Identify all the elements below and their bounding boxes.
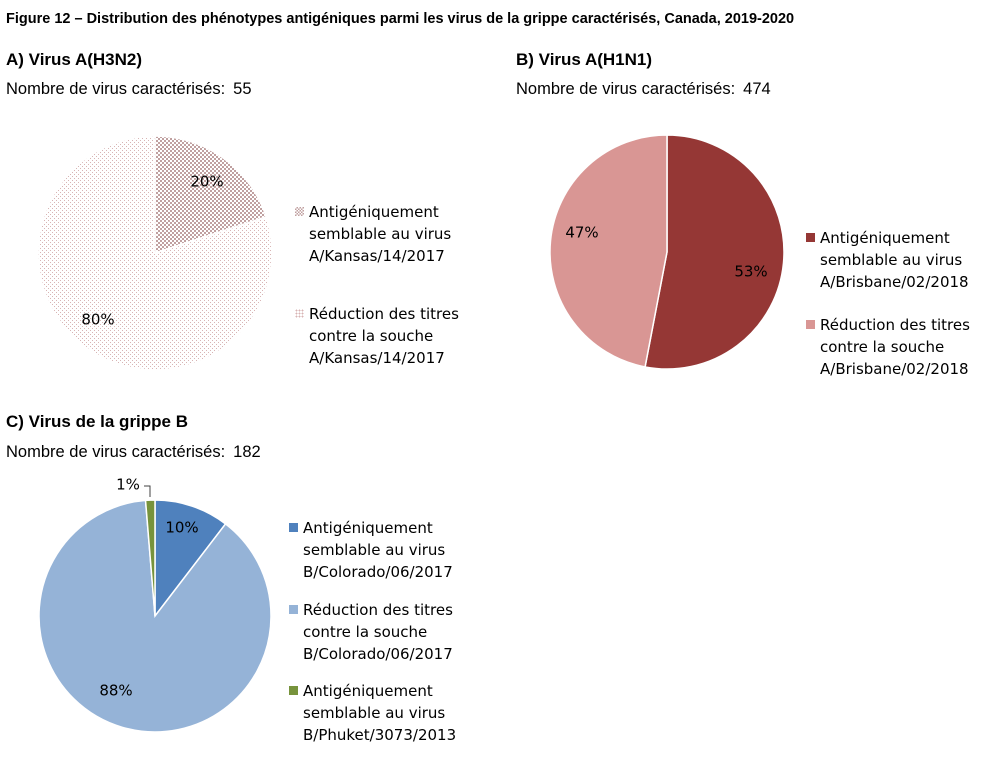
pie-c-label-2: 88% [99,682,132,700]
legend-b-1-line-1: Antigéniquement [820,229,950,247]
figure-title: Figure 12 – Distribution des phénotypes … [6,11,795,27]
legend-b-swatch-2 [806,320,815,329]
legend-b-2-line-2: contre la souche [820,338,945,356]
pie-a-slice-2 [37,135,273,371]
chart-b-count-value: 474 [743,80,771,98]
chart-a-title: A) Virus A(H3N2) [6,50,143,69]
pie-a-label-2: 80% [81,311,114,329]
pie-c-label-1: 10% [165,519,198,537]
legend-a-2-line-3: A/Kansas/14/2017 [309,349,445,367]
legend-a-swatch-1 [295,207,304,216]
pie-c-leader-line [144,485,151,497]
legend-c-1-line-1: Antigéniquement [303,519,433,537]
legend-c-swatch-2 [289,605,298,614]
legend-b-item-2: Réduction des titres contre la souche A/… [806,314,1006,384]
legend-c-3-line-3: B/Phuket/3073/2013 [303,726,457,744]
legend-c-1-line-2: semblable au virus [303,541,446,559]
legend-b-1-line-3: A/Brisbane/02/2018 [820,273,969,291]
pie-b-label-1: 53% [734,263,767,281]
chart-b-count: Nombre de virus caractérisés: 474 [516,80,771,99]
pie-c-slice-3 [144,499,156,617]
legend-c-2-line-3: B/Colorado/06/2017 [303,645,453,663]
chart-a-count: Nombre de virus caractérisés: 55 [6,80,252,99]
legend-c-item-1: Antigéniquement semblable au virus B/Col… [289,517,489,587]
legend-c-swatch-3 [289,686,298,695]
legend-a-1-line-2: semblable au virus [309,225,452,243]
legend-c-item-2: Réduction des titres contre la souche B/… [289,599,489,669]
pie-b-slice-1 [644,134,785,370]
legend-a-1-line-1: Antigéniquement [309,203,439,221]
pie-a-slice-1 [154,135,268,255]
pie-c-slice-2 [38,499,272,733]
pie-b-slice-2 [549,134,668,368]
legend-b-2-line-3: A/Brisbane/02/2018 [820,360,969,378]
legend-c-3-line-1: Antigéniquement [303,682,433,700]
pie-a-label-1: 20% [190,173,223,191]
legend-a-item-2: Réduction des titres contre la souche A/… [295,303,495,373]
legend-a-2-line-2: contre la souche [309,327,434,345]
chart-c-title: C) Virus de la grippe B [6,412,189,431]
chart-b-title: B) Virus A(H1N1) [516,50,653,69]
pie-c-label-3: 1% [116,476,140,494]
legend-c-3-line-2: semblable au virus [303,704,446,722]
chart-c-count: Nombre de virus caractérisés: 182 [6,443,261,462]
chart-c-count-label: Nombre de virus caractérisés: [6,443,226,461]
legend-c-swatch-1 [289,523,298,532]
legend-c-2-line-2: contre la souche [303,623,428,641]
legend-a-item-1: Antigéniquement semblable au virus A/Kan… [295,201,495,271]
legend-a-2-line-1: Réduction des titres [309,305,459,323]
pie-b-label-2: 47% [565,224,598,242]
legend-a-1-line-3: A/Kansas/14/2017 [309,247,445,265]
legend-b-swatch-1 [806,233,815,242]
legend-b-2-line-1: Réduction des titres [820,316,970,334]
legend-a-swatch-2 [295,309,304,318]
chart-b-count-label: Nombre de virus caractérisés: [516,80,736,98]
chart-a-count-label: Nombre de virus caractérisés: [6,80,226,98]
chart-a-count-value: 55 [233,80,252,98]
legend-c-2-line-1: Réduction des titres [303,601,453,619]
pie-c-slice-1 [154,499,227,619]
legend-c-item-3: Antigéniquement semblable au virus B/Phu… [289,680,489,750]
legend-b-item-1: Antigéniquement semblable au virus A/Bri… [806,227,1006,297]
chart-c-count-value: 182 [233,443,261,461]
legend-b-1-line-2: semblable au virus [820,251,963,269]
legend-c-1-line-3: B/Colorado/06/2017 [303,563,453,581]
